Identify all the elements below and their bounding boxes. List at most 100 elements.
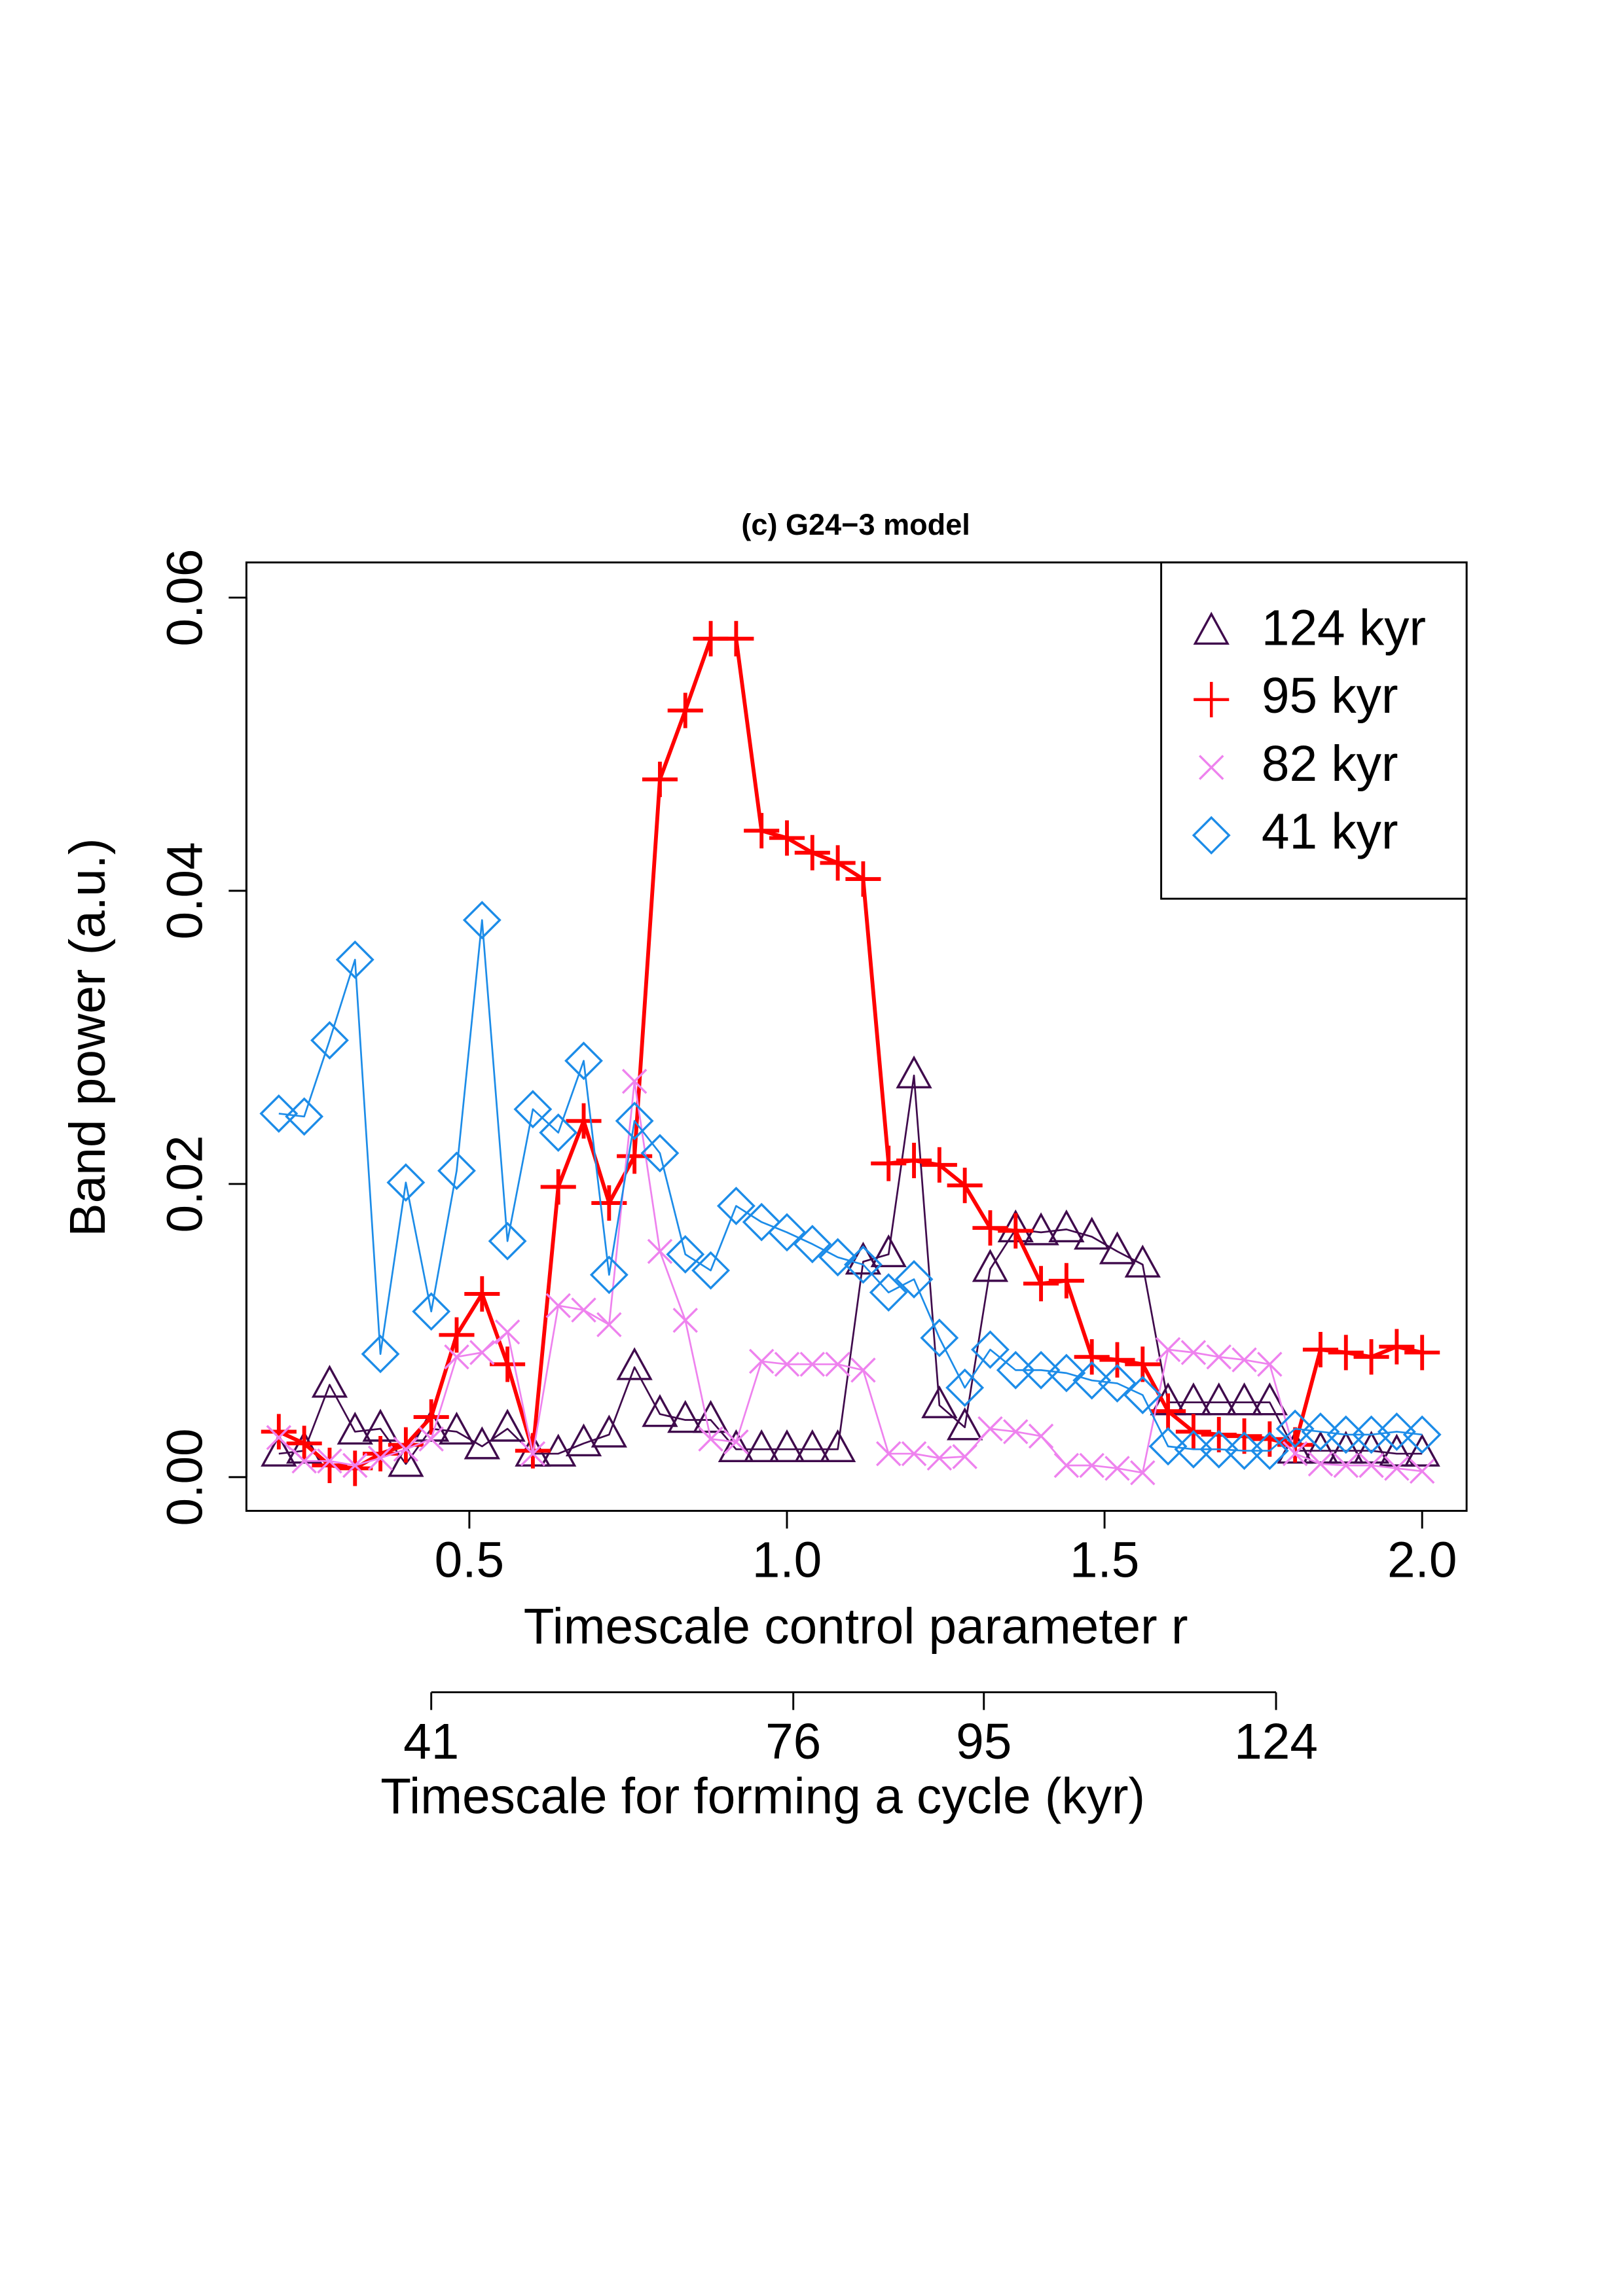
triangle-marker: [337, 1411, 373, 1445]
plus-marker: [464, 1276, 500, 1312]
cross-marker: [799, 1352, 826, 1377]
plus-marker: [1328, 1335, 1364, 1371]
cross-marker: [1231, 1347, 1257, 1372]
cross-marker: [444, 1344, 469, 1370]
plus-marker: [1353, 1339, 1389, 1375]
plus-marker: [998, 1213, 1034, 1249]
legend-label: 41 kyr: [1262, 804, 1398, 859]
triangle-marker: [1353, 1431, 1390, 1464]
diamond-marker: [412, 1292, 451, 1331]
cross-marker: [1359, 1452, 1384, 1479]
plus-marker: [896, 1143, 932, 1179]
cross-marker: [1180, 1340, 1207, 1365]
triangle-marker: [438, 1411, 475, 1445]
diamond-marker: [1098, 1364, 1137, 1403]
diamond-marker: [1148, 1427, 1188, 1466]
triangle-marker: [921, 1385, 958, 1418]
triangle-marker: [311, 1365, 348, 1398]
plus-marker: [744, 813, 780, 849]
triangle-marker: [870, 1234, 907, 1268]
triangle-marker: [1201, 1382, 1237, 1416]
triangle-marker: [1124, 1244, 1161, 1278]
triangle-marker: [972, 1249, 1009, 1282]
plus-marker: [337, 1450, 373, 1486]
plus-marker: [1302, 1331, 1339, 1368]
cross-marker: [1282, 1441, 1308, 1467]
cross-marker: [774, 1352, 800, 1377]
triangle-marker: [743, 1429, 780, 1463]
plus-marker: [718, 620, 754, 656]
diamond-marker: [742, 1202, 781, 1242]
plus-marker: [947, 1168, 983, 1204]
x-tick-label: 2.0: [1387, 1533, 1457, 1588]
diamond-marker: [971, 1330, 1010, 1369]
diamond-marker: [1250, 1431, 1289, 1470]
diamond-marker: [386, 1163, 426, 1202]
diamond-marker: [1123, 1376, 1162, 1414]
cross-marker: [393, 1437, 419, 1462]
diamond-marker: [1021, 1350, 1061, 1390]
plus-marker: [794, 834, 830, 870]
cross-marker: [1333, 1452, 1359, 1479]
diamond-marker: [539, 1113, 578, 1152]
y-axis-title: Band power (a.u.): [60, 838, 116, 1237]
diamond-marker: [666, 1235, 705, 1274]
plus-marker: [1048, 1263, 1084, 1299]
plus-marker: [921, 1147, 957, 1183]
cross-marker: [1199, 755, 1224, 780]
x2-tick-label: 41: [403, 1714, 459, 1770]
y-tick-label: 0.00: [158, 1428, 213, 1526]
triangle-marker: [1378, 1433, 1415, 1467]
diamond-marker: [462, 901, 501, 940]
triangle-marker: [718, 1429, 755, 1463]
series-group: [261, 1055, 1440, 1477]
plus-marker: [261, 1414, 297, 1450]
plus-marker: [312, 1447, 348, 1484]
plus-marker: [540, 1169, 576, 1205]
cross-marker: [545, 1293, 571, 1319]
diamond-marker: [615, 1102, 654, 1141]
x-tick-label: 1.0: [752, 1533, 822, 1588]
series-line: [278, 1080, 1423, 1474]
cross-marker: [698, 1426, 723, 1452]
plus-marker: [1277, 1427, 1313, 1463]
cross-marker: [1384, 1456, 1410, 1481]
triangle-marker: [464, 1426, 500, 1460]
diamond-marker: [437, 1151, 476, 1191]
diamond-marker: [843, 1245, 883, 1284]
triangle-marker: [642, 1394, 678, 1427]
diamond-marker: [1174, 1429, 1213, 1469]
plus-marker: [1404, 1335, 1440, 1371]
x2-tick-label: 124: [1234, 1714, 1318, 1770]
diamond-marker: [767, 1213, 807, 1252]
cross-marker: [672, 1308, 698, 1333]
cross-marker: [1409, 1458, 1435, 1484]
plus-marker: [1194, 681, 1230, 717]
cross-marker: [291, 1448, 317, 1474]
series-group: [259, 901, 1442, 1470]
diamond-marker: [691, 1251, 731, 1290]
triangle-marker: [1328, 1431, 1364, 1464]
legend-label: 124 kyr: [1262, 600, 1426, 656]
triangle-marker: [591, 1414, 627, 1448]
cross-marker: [850, 1357, 876, 1383]
cross-marker: [1307, 1451, 1334, 1477]
triangle-marker: [769, 1429, 805, 1463]
x-tick-label: 0.5: [435, 1533, 504, 1588]
diamond-marker: [716, 1187, 756, 1225]
y-tick-label: 0.06: [158, 549, 213, 647]
triangle-marker: [261, 1433, 297, 1467]
diamond-marker: [996, 1350, 1035, 1390]
cross-marker: [1130, 1460, 1156, 1486]
cross-marker: [977, 1416, 1003, 1442]
cross-marker: [1206, 1344, 1231, 1370]
legend-label: 82 kyr: [1262, 736, 1398, 792]
diamond-marker: [640, 1134, 680, 1173]
cross-marker: [1079, 1452, 1104, 1479]
cross-marker: [469, 1340, 495, 1365]
triangle-marker: [489, 1408, 526, 1442]
cross-marker: [1028, 1423, 1054, 1449]
y-tick-label: 0.02: [158, 1135, 213, 1232]
triangle-marker: [1193, 611, 1230, 645]
